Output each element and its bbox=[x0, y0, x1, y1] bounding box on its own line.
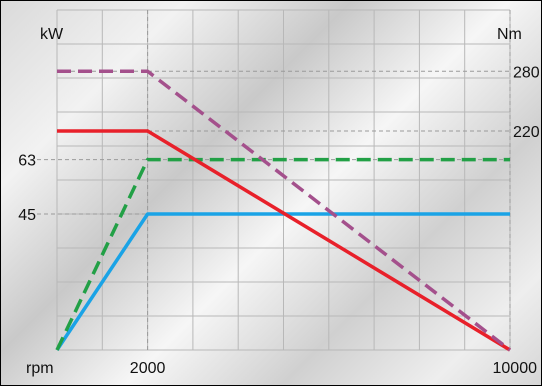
y-right-tick-label: 220 bbox=[513, 124, 540, 141]
series-line-3 bbox=[57, 129, 511, 352]
y-right-axis-label: Nm bbox=[497, 26, 522, 43]
series-line-2 bbox=[55, 157, 510, 351]
series-line-1 bbox=[55, 212, 510, 351]
y-left-tick-label: 45 bbox=[18, 207, 36, 224]
series-line-4 bbox=[57, 69, 512, 352]
series-group bbox=[55, 69, 512, 352]
tick-labels: 45 63 220 280 2000 10000 bbox=[18, 64, 540, 377]
y-left-axis-label: kW bbox=[40, 26, 64, 43]
grid bbox=[56, 9, 511, 351]
axis-labels: kW Nm rpm bbox=[26, 26, 522, 377]
y-left-tick-label: 63 bbox=[18, 153, 36, 170]
x-tick-label: 2000 bbox=[130, 360, 166, 377]
x-axis-label: rpm bbox=[26, 360, 54, 377]
x-tick-label: 10000 bbox=[493, 360, 538, 377]
y-right-tick-label: 280 bbox=[513, 64, 540, 81]
